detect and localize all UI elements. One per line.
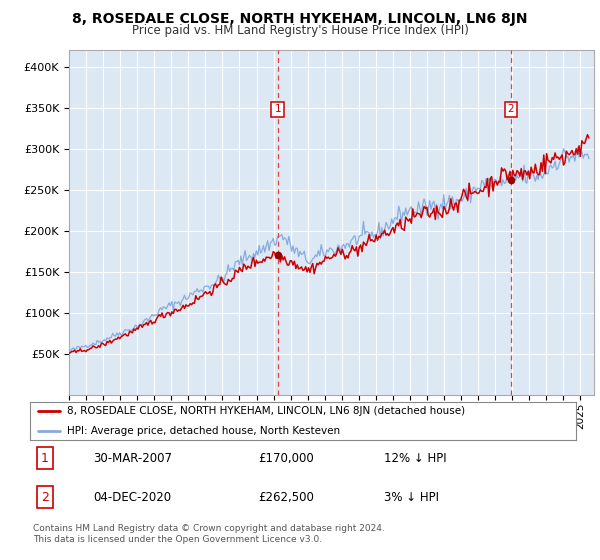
Text: £170,000: £170,000 bbox=[258, 451, 314, 465]
Text: Contains HM Land Registry data © Crown copyright and database right 2024.
This d: Contains HM Land Registry data © Crown c… bbox=[33, 524, 385, 544]
Text: 8, ROSEDALE CLOSE, NORTH HYKEHAM, LINCOLN, LN6 8JN: 8, ROSEDALE CLOSE, NORTH HYKEHAM, LINCOL… bbox=[72, 12, 528, 26]
Text: 8, ROSEDALE CLOSE, NORTH HYKEHAM, LINCOLN, LN6 8JN (detached house): 8, ROSEDALE CLOSE, NORTH HYKEHAM, LINCOL… bbox=[67, 407, 465, 417]
Text: HPI: Average price, detached house, North Kesteven: HPI: Average price, detached house, Nort… bbox=[67, 426, 340, 436]
Text: 04-DEC-2020: 04-DEC-2020 bbox=[93, 491, 171, 504]
Text: 2: 2 bbox=[508, 105, 514, 114]
Text: 1: 1 bbox=[274, 105, 281, 114]
Text: 1: 1 bbox=[41, 451, 49, 465]
Text: 30-MAR-2007: 30-MAR-2007 bbox=[93, 451, 172, 465]
Text: 12% ↓ HPI: 12% ↓ HPI bbox=[384, 451, 446, 465]
Text: 3% ↓ HPI: 3% ↓ HPI bbox=[384, 491, 439, 504]
Text: Price paid vs. HM Land Registry's House Price Index (HPI): Price paid vs. HM Land Registry's House … bbox=[131, 24, 469, 37]
Text: 2: 2 bbox=[41, 491, 49, 504]
Text: £262,500: £262,500 bbox=[258, 491, 314, 504]
